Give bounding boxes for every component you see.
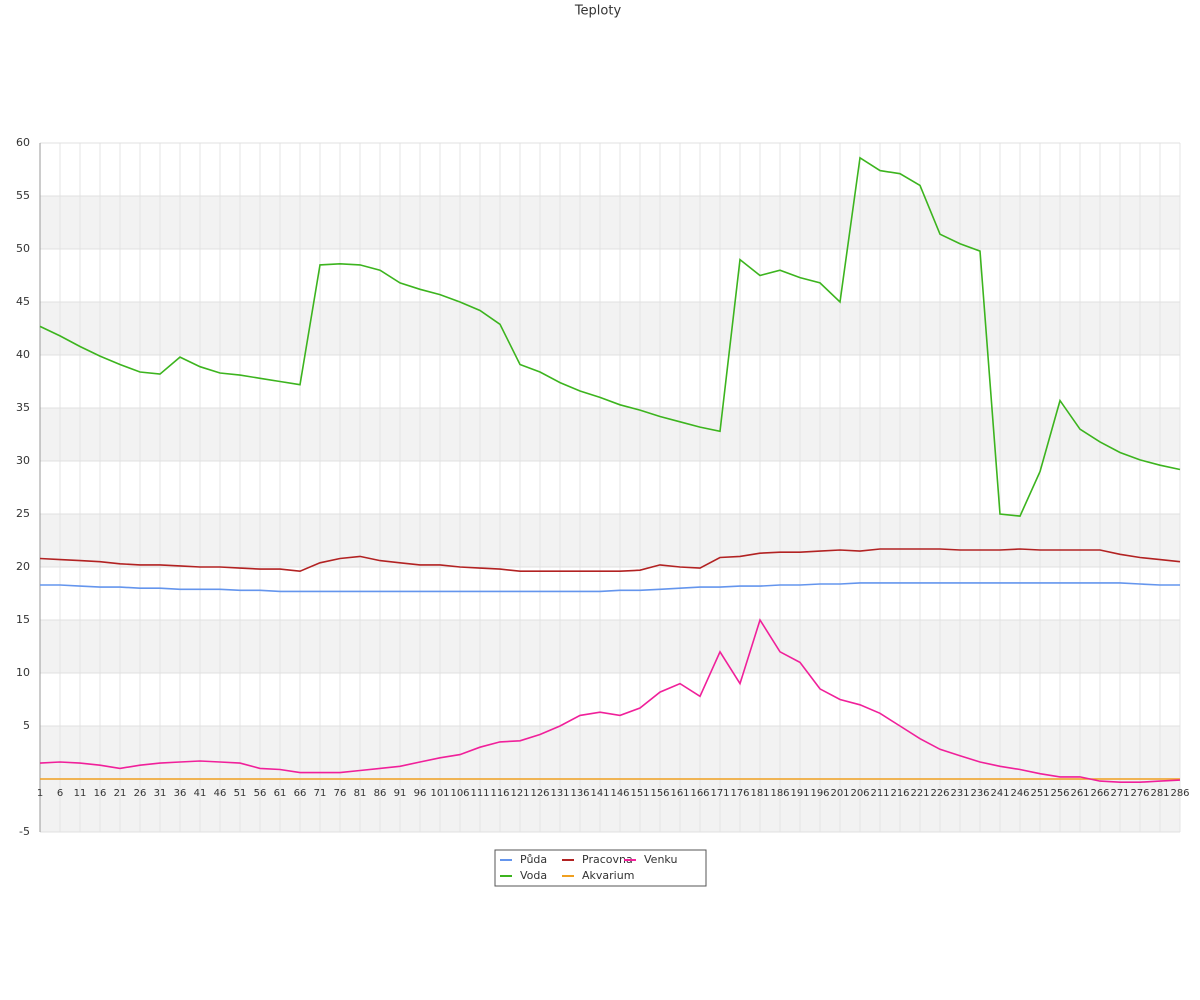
y-tick-label: 60 (16, 136, 30, 149)
x-tick-label: 16 (94, 788, 107, 799)
y-tick-label: 25 (16, 507, 30, 520)
x-tick-label: 281 (1150, 788, 1169, 799)
x-tick-label: 271 (1110, 788, 1129, 799)
x-tick-label: 166 (690, 788, 709, 799)
series-line (39, 156, 1181, 517)
series-line (39, 548, 1181, 573)
x-tick-label: 11 (74, 788, 87, 799)
legend-label: Voda (520, 869, 547, 882)
x-tick-label: 261 (1070, 788, 1089, 799)
x-tick-label: 146 (610, 788, 629, 799)
y-tick-label: 20 (16, 560, 30, 573)
x-tick-label: 206 (850, 788, 869, 799)
series-line (39, 618, 1181, 783)
grid-band (40, 514, 1180, 567)
y-tick-label: 50 (16, 242, 30, 255)
x-tick-label: 211 (870, 788, 889, 799)
x-tick-label: 276 (1130, 788, 1149, 799)
y-tick-label: 45 (16, 295, 30, 308)
x-tick-label: 56 (254, 788, 267, 799)
x-tick-label: 71 (314, 788, 327, 799)
x-tick-label: 1 (37, 788, 43, 799)
x-tick-label: 6 (57, 788, 63, 799)
x-tick-label: 116 (490, 788, 509, 799)
y-tick-label: 55 (16, 189, 30, 202)
grid-band (40, 302, 1180, 355)
grid-band (40, 620, 1180, 673)
x-tick-label: 251 (1030, 788, 1049, 799)
x-tick-label: 46 (214, 788, 227, 799)
x-tick-label: 91 (394, 788, 407, 799)
x-tick-label: 101 (430, 788, 449, 799)
y-tick-label: -5 (19, 825, 30, 838)
legend-label: Akvarium (582, 869, 634, 882)
x-tick-label: 156 (650, 788, 669, 799)
x-tick-label: 161 (670, 788, 689, 799)
x-tick-label: 171 (710, 788, 729, 799)
y-tick-label: 35 (16, 401, 30, 414)
legend-box (494, 849, 707, 887)
x-tick-label: 111 (470, 788, 489, 799)
x-tick-label: 236 (970, 788, 989, 799)
x-tick-label: 176 (730, 788, 749, 799)
x-tick-label: 51 (234, 788, 247, 799)
x-tick-label: 26 (134, 788, 147, 799)
legend: Půda Voda Pracovna Akvarium Venku (494, 849, 707, 887)
x-tick-label: 151 (630, 788, 649, 799)
x-tick-label: 41 (194, 788, 207, 799)
y-tick-label: 40 (16, 348, 30, 361)
x-tick-label: 241 (990, 788, 1009, 799)
x-tick-label: 21 (114, 788, 127, 799)
x-tick-label: 36 (174, 788, 187, 799)
x-tick-label: 86 (374, 788, 387, 799)
x-tick-label: 121 (510, 788, 529, 799)
chart-title: Teploty (574, 4, 622, 19)
grid-band (40, 408, 1180, 461)
y-tick-label: 5 (23, 719, 30, 732)
x-tick-label: 231 (950, 788, 969, 799)
series-line (40, 582, 1180, 593)
x-tick-label: 191 (790, 788, 809, 799)
grid-band (40, 196, 1180, 249)
x-tick-label: 136 (570, 788, 589, 799)
x-tick-label: 126 (530, 788, 549, 799)
x-tick-label: 76 (334, 788, 347, 799)
x-tick-label: 106 (450, 788, 469, 799)
x-tick-label: 141 (590, 788, 609, 799)
x-tick-label: 196 (810, 788, 829, 799)
x-tick-label: 266 (1090, 788, 1109, 799)
legend-label: Venku (644, 853, 677, 866)
legend-label: Půda (520, 853, 547, 866)
x-tick-label: 96 (414, 788, 427, 799)
y-tick-label: 10 (16, 666, 30, 679)
y-tick-label: 30 (16, 454, 30, 467)
x-tick-label: 181 (750, 788, 769, 799)
x-tick-label: 256 (1050, 788, 1069, 799)
x-tick-label: 81 (354, 788, 367, 799)
x-tick-label: 31 (154, 788, 167, 799)
x-tick-label: 226 (930, 788, 949, 799)
x-tick-label: 66 (294, 788, 307, 799)
x-tick-label: 201 (830, 788, 849, 799)
x-tick-label: 186 (770, 788, 789, 799)
legend-label: Pracovna (582, 853, 633, 866)
x-tick-label: 216 (890, 788, 909, 799)
x-tick-label: 61 (274, 788, 287, 799)
x-tick-label: 286 (1170, 788, 1189, 799)
y-tick-label: 15 (16, 613, 30, 626)
x-tick-label: 221 (910, 788, 929, 799)
x-tick-label: 246 (1010, 788, 1029, 799)
x-tick-label: 131 (550, 788, 569, 799)
